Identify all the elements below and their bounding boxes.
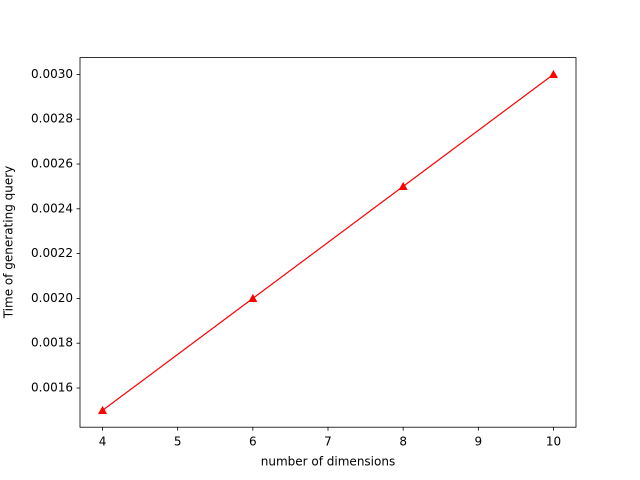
y-tick-label: 0.0030 xyxy=(31,67,73,81)
y-tick-label: 0.0024 xyxy=(31,201,73,215)
y-axis-label: Time of generating query xyxy=(2,166,16,320)
x-tick-label: 7 xyxy=(324,435,332,449)
x-tick-label: 10 xyxy=(546,435,561,449)
x-tick-label: 8 xyxy=(399,435,407,449)
marker xyxy=(398,181,408,190)
x-tick-label: 5 xyxy=(174,435,182,449)
y-tick-label: 0.0026 xyxy=(31,157,73,171)
x-tick-label: 9 xyxy=(474,435,482,449)
x-tick-label: 6 xyxy=(249,435,257,449)
y-tick-label: 0.0028 xyxy=(31,112,73,126)
marker xyxy=(98,405,108,414)
marker xyxy=(248,293,258,302)
y-tick-label: 0.0016 xyxy=(31,381,73,395)
plot-frame xyxy=(79,57,577,428)
x-tick-label: 4 xyxy=(99,435,107,449)
line xyxy=(102,73,554,411)
y-tick-label: 0.0022 xyxy=(31,246,73,260)
marker xyxy=(548,69,558,78)
x-axis-label: number of dimensions xyxy=(261,455,395,469)
y-tick-label: 0.0020 xyxy=(31,291,73,305)
y-tick-label: 0.0018 xyxy=(31,336,73,350)
